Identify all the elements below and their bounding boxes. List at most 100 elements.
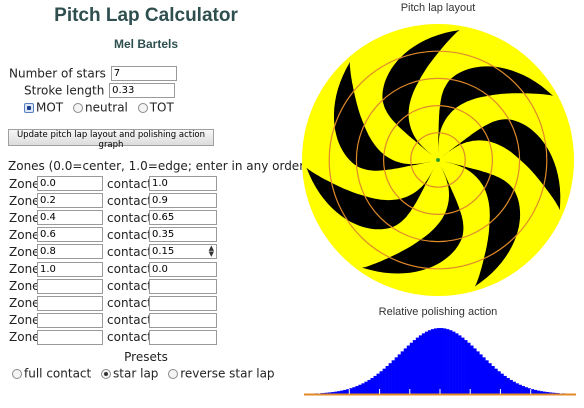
graph-bar [400,351,405,394]
graph-bar [470,345,474,394]
zone-row: Zone contact ▲ ▼ [9,244,217,260]
zone-input[interactable] [37,261,103,277]
contact-input[interactable] [149,261,217,277]
contact-label: contact [107,262,152,276]
preset-star-lap[interactable]: star lap [101,366,158,381]
zone-row: Zone contact [9,227,217,243]
zone-input[interactable] [37,227,103,243]
num-stars-row: Number of stars [9,66,177,81]
graph-bar [449,330,453,394]
graph-bar [424,331,429,394]
contact-input[interactable] [149,244,217,260]
neutral-radio[interactable] [72,102,83,113]
contact-input[interactable] [149,329,217,345]
graph-bar [530,389,534,394]
zone-input[interactable] [37,244,103,260]
contact-input[interactable] [149,210,217,226]
stroke-length-label: Stroke length [24,83,105,98]
contact-input[interactable] [149,295,217,311]
graph-bar [539,391,544,394]
zone-label: Zone [9,193,40,208]
contact-label: contact [107,296,152,311]
graph-bar [427,330,432,394]
star-arm [334,57,438,171]
zone-input[interactable] [37,329,103,345]
contact-input[interactable] [149,312,217,328]
graph-bar [533,389,538,394]
graph-bar [554,392,559,394]
zone-row: Zone contact [9,312,217,328]
contact-label: contact [107,193,152,208]
reverse-star-lap-radio[interactable] [168,368,179,379]
graph-bar [397,354,402,394]
graph-bar [346,389,350,394]
graph-bar [403,348,408,394]
graph-bar [458,335,462,394]
zone-input[interactable] [37,295,103,311]
zone-label: Zone [9,176,40,191]
presets-group: full contact star lap reverse star lap [12,366,275,381]
stroke-mode-neutral[interactable]: neutral [72,100,128,115]
tot-radio[interactable] [137,102,148,113]
contact-stepper[interactable]: ▲ ▼ [149,244,217,260]
graph-bar [358,384,362,394]
contact-input[interactable] [149,193,217,209]
graph-bar [382,368,386,394]
full-contact-radio[interactable] [12,368,22,379]
preset-full-contact[interactable]: full contact [12,366,91,381]
star-arm [304,160,438,230]
graph-bar [464,340,468,394]
graph-bar [412,340,417,394]
zone-label: Zone [9,227,40,242]
zone-label: Zone [9,262,40,276]
lap-title: Pitch lap layout [400,2,476,14]
stroke-mode-tot[interactable]: TOT [137,100,174,115]
zone-row: Zone contact [9,278,217,294]
num-stars-label: Number of stars [9,66,106,81]
contact-input[interactable] [149,176,217,191]
stroke-mode-mot[interactable]: MOT [24,100,63,115]
pitch-lap-canvas [302,24,574,296]
graph-bar [467,342,471,394]
preset-reverse-star-lap[interactable]: reverse star lap [168,366,275,381]
graph-bar [476,351,480,394]
zone-ring [382,104,494,216]
graph-bar [452,331,456,394]
zone-input[interactable] [37,312,103,328]
graph-bar [482,357,486,394]
graph-bar [443,328,447,394]
zone-input[interactable] [37,193,103,209]
graph-bar [373,375,377,394]
author-name: Mel Bartels [113,37,179,51]
contact-input[interactable] [149,227,217,243]
star-arm [438,160,521,290]
graph-bar [551,392,556,394]
graph-bar [536,390,541,394]
zone-label: Zone [9,244,40,259]
graph-bar [524,387,528,394]
zone-input[interactable] [37,278,103,294]
update-button[interactable]: Update pitch lap layout and polishing ac… [8,129,214,150]
zone-row: Zone contact [9,329,217,345]
spinner-arrows-icon[interactable]: ▲ ▼ [208,244,214,258]
graph-bar [488,363,492,394]
mot-radio[interactable] [24,102,34,113]
graph-bar [331,392,335,394]
contact-label: contact [107,210,152,225]
zone-label: Zone [9,330,40,345]
contact-label: contact [107,244,152,259]
zone-row: Zone contact [9,295,217,311]
graph-bar [421,333,426,394]
star-arm [382,28,465,160]
zone-input[interactable] [37,210,103,226]
zones-header: Zones (0.0=center, 1.0=edge; enter in an… [8,159,309,173]
num-stars-input[interactable] [110,66,177,81]
zone-label: Zone [9,296,40,311]
star-lap-radio[interactable] [101,368,112,379]
zone-input[interactable] [37,176,103,191]
stroke-length-input[interactable] [109,83,176,98]
presets-label: Presets [124,350,168,364]
graph-bar [430,329,435,394]
contact-input[interactable] [149,278,217,294]
stroke-mode-group: MOT neutral TOT [24,100,174,115]
